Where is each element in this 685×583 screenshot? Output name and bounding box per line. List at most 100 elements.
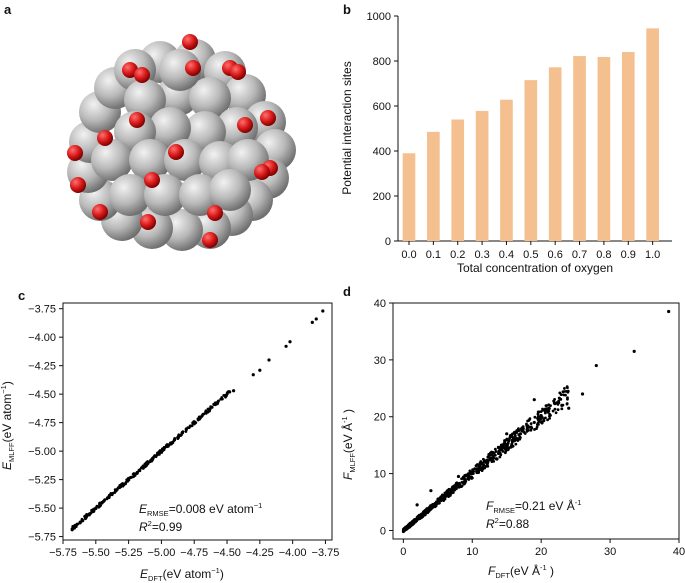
d-band-point-697: [451, 488, 455, 492]
c-band-point-104: [100, 500, 104, 504]
b-xtick-label-1: 0.1: [426, 249, 441, 261]
c-xtick-label-4: −4.75: [180, 547, 208, 559]
c-band-point-139: [124, 481, 128, 484]
b-xtick-label-8: 0.8: [596, 249, 611, 261]
d-band-point-249: [564, 389, 568, 393]
d-band-point-505: [502, 446, 506, 450]
d-band-point-557: [525, 422, 528, 426]
c-r2-annotation: R2=0.99: [139, 519, 183, 534]
d-band-point-191: [554, 411, 558, 415]
c-point-50: [321, 309, 325, 313]
d-band-point-691: [520, 426, 524, 430]
d-band-point-528: [544, 416, 547, 420]
d-band-point-376: [475, 467, 479, 471]
d-band-point-382: [535, 425, 539, 429]
bar-0.6: [548, 67, 562, 241]
d-xtick-label-1: 10: [466, 546, 478, 558]
c-ytick-label-8: −3.75: [28, 304, 56, 316]
c-band-point-255: [193, 421, 197, 425]
c-band-point-180: [79, 520, 83, 523]
d-band-point-659: [516, 429, 520, 433]
d-band-point-586: [461, 475, 465, 479]
d-band-point-391: [537, 423, 540, 426]
c-band-point-226: [173, 438, 176, 442]
d-band-point-93: [562, 393, 566, 397]
scatter-chart-d: 0 10 20 30 40 0 10 20 30 40 FDFT(eV Å-1 ) FMLFF(…: [340, 298, 685, 580]
c-band-point-195: [145, 461, 148, 465]
oxygen-atom-2: [185, 60, 201, 76]
d-band-point-695: [525, 428, 529, 431]
d-band-point-587: [498, 446, 502, 450]
b-xtick-label-3: 0.3: [474, 249, 489, 261]
d-band-point-232: [558, 391, 562, 395]
d-band-point-230: [557, 399, 561, 403]
c-ytick-label-6: −4.25: [28, 361, 56, 373]
d-band-point-579: [458, 482, 462, 486]
d-point-29: [567, 406, 571, 410]
d-band-point-678: [472, 469, 475, 473]
d-band-point-463: [547, 403, 551, 407]
d-band-point-345: [537, 410, 541, 414]
c-xtick-label-6: −4.25: [246, 547, 274, 559]
c-band-point-242: [184, 430, 188, 433]
bar-0.4: [500, 99, 513, 241]
d-band-point-79: [529, 428, 533, 432]
d-ytick-label-3: 30: [374, 355, 386, 367]
c-band-point-222: [71, 525, 75, 528]
d-point-33: [505, 432, 509, 436]
d-band-point-671: [479, 460, 483, 463]
oxygen-atom-10: [254, 164, 270, 180]
d-point-36: [594, 363, 598, 368]
c-point-44: [258, 368, 262, 372]
d-band-point-684: [510, 440, 514, 444]
d-band-point-680: [403, 526, 407, 530]
d-band-point-688: [426, 510, 430, 514]
c-band-point-204: [187, 426, 191, 430]
c-point-45: [267, 358, 271, 362]
d-band-point-204: [539, 417, 543, 421]
c-band-point-211: [220, 397, 224, 401]
d-band-point-547: [527, 419, 531, 422]
c-band-point-253: [121, 483, 125, 487]
b-xtick-label-0: 0.0: [401, 249, 416, 261]
d-band-point-479: [474, 464, 478, 468]
bar-0.7: [573, 56, 586, 241]
c-rmse-annotation: ERMSE=0.008 eV atom−1: [139, 501, 262, 518]
c-xtick-label-8: −3.75: [312, 547, 340, 559]
oxygen-atom-16: [140, 214, 156, 230]
oxygen-atom-18: [134, 67, 150, 83]
c-band-point-213: [217, 399, 220, 403]
d-band-point-538: [553, 407, 557, 411]
d-band-point-699: [441, 493, 444, 497]
b-x-axis-label: Total concentration of oxygen: [457, 261, 613, 275]
c-band-point-176: [166, 444, 170, 448]
bar-0.5: [524, 80, 538, 241]
d-band-point-434: [473, 467, 477, 471]
d-point-38: [667, 309, 671, 314]
d-band-point-687: [412, 520, 416, 524]
c-point-43: [251, 373, 255, 377]
c-band-point-227: [206, 410, 210, 414]
d-band-point-553: [500, 448, 504, 452]
d-band-point-589: [544, 404, 548, 408]
oxygen-atom-8: [67, 145, 83, 161]
c-band-point-197: [138, 469, 142, 473]
d-band-point-605: [503, 439, 506, 442]
c-band-point-198: [196, 417, 200, 421]
b-ytick-label-2: 400: [373, 146, 391, 158]
c-band-point-230: [176, 437, 180, 440]
d-band-point-644: [517, 436, 521, 440]
d-y-axis-label: FMLFF(eV Å-1 ): [340, 409, 357, 480]
nanoparticle-illustration: [67, 34, 296, 251]
d-band-point-676: [476, 470, 480, 474]
c-band-point-208: [139, 466, 143, 470]
d-band-point-473: [529, 422, 533, 426]
d-band-point-339: [551, 409, 555, 413]
c-band-point-249: [199, 416, 203, 419]
d-band-point-658: [449, 491, 453, 495]
metal-atom-20: [189, 77, 231, 119]
d-band-point-675: [409, 523, 413, 527]
bar-0.1: [427, 131, 440, 241]
d-xtick-label-3: 30: [604, 546, 616, 558]
d-band-point-111: [548, 416, 552, 420]
